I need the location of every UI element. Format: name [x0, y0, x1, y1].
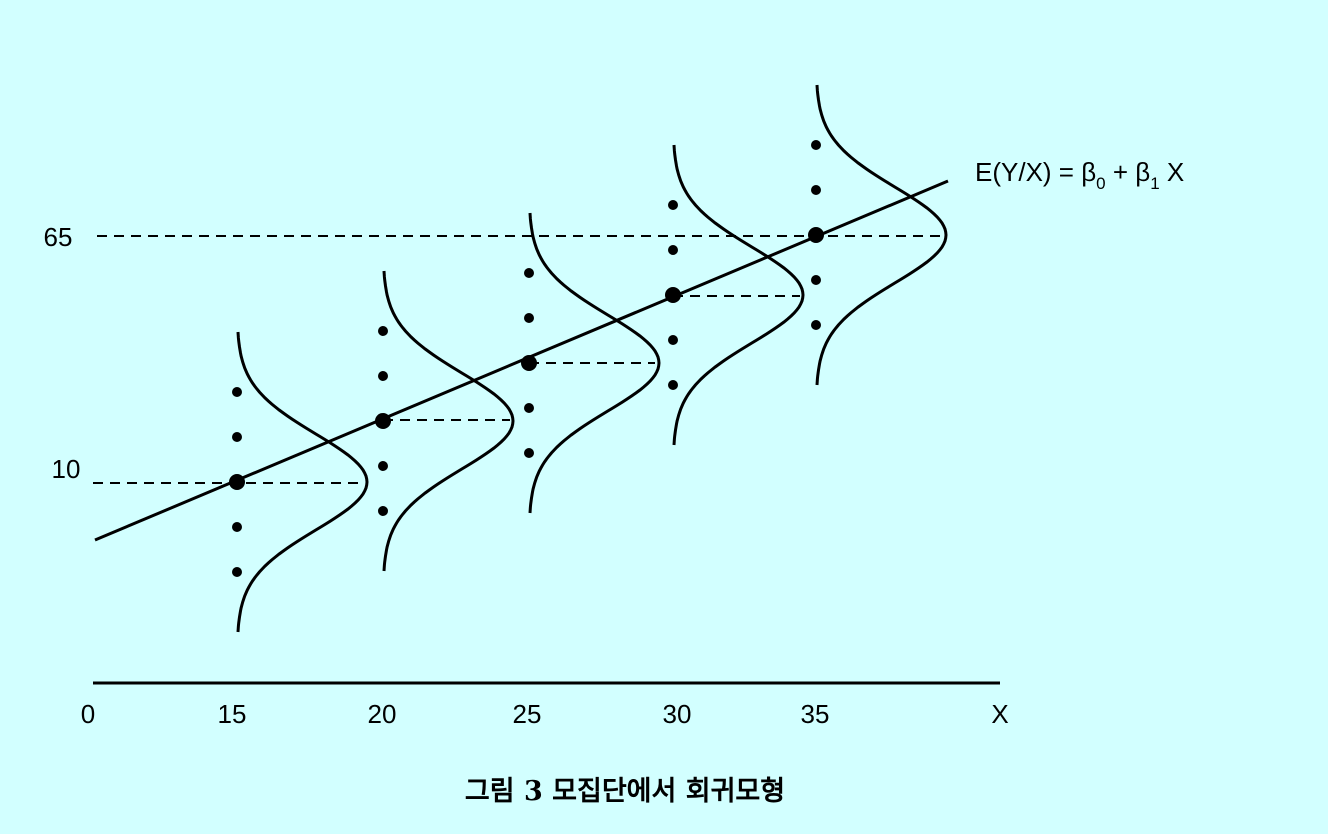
sample-dot — [378, 461, 388, 471]
mean-dot — [808, 227, 824, 243]
equation: E(Y/X) = β0 + β1 X — [975, 157, 1184, 193]
sample-dot — [811, 275, 821, 285]
equation-part: + β — [1106, 157, 1151, 187]
sample-dot — [232, 522, 242, 532]
sample-dot — [378, 371, 388, 381]
caption: 그림 3 모집단에서 회귀모형 — [465, 776, 785, 807]
x-axis-label: X — [991, 699, 1008, 729]
sample-dot — [811, 140, 821, 150]
x-axis-label: 35 — [801, 699, 830, 729]
mean-dot — [375, 413, 391, 429]
sample-dot — [524, 313, 534, 323]
y-axis-label: 65 — [44, 222, 73, 252]
sample-dot — [524, 403, 534, 413]
sample-dot — [668, 380, 678, 390]
mean-dot — [521, 355, 537, 371]
equation-subscript: 1 — [1150, 174, 1159, 193]
sample-dot — [811, 185, 821, 195]
mean-dot — [665, 287, 681, 303]
sample-dot — [668, 200, 678, 210]
equation-part: E(Y/X) = β — [975, 157, 1096, 187]
sample-dot — [524, 268, 534, 278]
sample-dot — [232, 567, 242, 577]
x-axis-label: 15 — [218, 699, 247, 729]
normal-curve — [382, 270, 515, 572]
normal-curve — [672, 144, 805, 446]
sample-dot — [668, 335, 678, 345]
sample-dot — [378, 326, 388, 336]
x-axis-label: 30 — [663, 699, 692, 729]
x-axis-label: 0 — [81, 699, 95, 729]
sample-dot — [378, 506, 388, 516]
sample-dot — [668, 245, 678, 255]
normal-curve — [528, 212, 661, 514]
x-axis-label: 20 — [368, 699, 397, 729]
mean-dot — [229, 474, 245, 490]
sample-dot — [232, 432, 242, 442]
equation-subscript: 0 — [1096, 174, 1105, 193]
y-axis-label: 10 — [52, 454, 81, 484]
equation-part: X — [1160, 157, 1185, 187]
sample-dot — [524, 448, 534, 458]
sample-dot — [232, 387, 242, 397]
normal-curve — [236, 331, 369, 633]
normal-curve — [815, 84, 948, 386]
sample-dot — [811, 320, 821, 330]
x-axis-label: 25 — [513, 699, 542, 729]
